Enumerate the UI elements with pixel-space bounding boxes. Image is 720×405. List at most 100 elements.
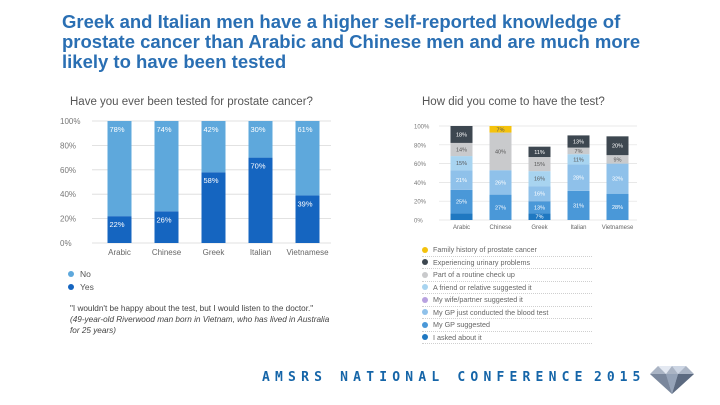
data-label: 16% (534, 192, 545, 198)
y-tick-label: 20% (414, 200, 427, 206)
bar-i-asked-about-it-greek (528, 213, 551, 220)
legend-label: Family history of prostate cancer (433, 245, 537, 255)
x-tick-label: Chinese (489, 225, 512, 231)
data-label: 20% (612, 144, 623, 150)
legend-label-yes: Yes (80, 281, 94, 292)
bar-my-gp-just-conducted-the-blood-test-greek (528, 186, 551, 202)
bar-part-of-a-routine-check-up-vietnamese (606, 155, 629, 164)
data-label: 11% (534, 150, 545, 156)
x-tick-label: Greek (203, 248, 226, 257)
legend-item-part-of-a-routine-check-up: Part of a routine check up (422, 269, 592, 282)
x-tick-label: Arabic (108, 248, 131, 257)
data-label: 26% (157, 215, 172, 224)
bar-experiencing-urinary-problems-greek (528, 146, 551, 158)
bar-my-gp-just-conducted-the-blood-test-vietnamese (606, 163, 629, 194)
bar-my-gp-suggested-it-chinese (489, 194, 512, 220)
legend-swatch (422, 296, 428, 303)
bar-experiencing-urinary-problems-arabic (450, 126, 473, 143)
bar-yes-arabic (107, 216, 132, 243)
bar-no-italian (248, 121, 273, 158)
legend-item-no: No (68, 267, 94, 280)
chart-2-legend: Family history of prostate cancer Experie… (422, 244, 592, 344)
legend-label: Experiencing urinary problems (433, 257, 531, 267)
legend-label: A friend or relative suggested it (433, 282, 532, 292)
data-label: 25% (456, 200, 467, 206)
data-label: 30% (251, 125, 266, 134)
data-label: 18% (456, 132, 467, 138)
x-tick-label: Vietnamese (286, 248, 329, 257)
y-tick-label: 100% (414, 125, 430, 131)
legend-label: My GP just conducted the blood test (433, 307, 549, 317)
legend-swatch (422, 259, 428, 266)
bar-yes-vietnamese (295, 195, 320, 243)
reason-chart: 0% 20% 40% 60% 80% 100% 25% 21% 15% 14% 18% Arabic 2… (414, 125, 637, 231)
bar-my-gp-suggested-it-italian (567, 190, 590, 220)
bar-my-gp-just-conducted-the-blood-test-chinese (489, 170, 512, 195)
y-tick-label: 60% (60, 166, 76, 175)
bar-no-chinese (154, 121, 179, 212)
legend-label: My GP suggested (433, 320, 490, 330)
bar-my-gp-just-conducted-the-blood-test-italian (567, 164, 590, 191)
x-tick-label: Vietnamese (602, 225, 634, 231)
data-label: 78% (110, 125, 125, 134)
legend-item-my-gp-suggested: My GP suggested (422, 319, 592, 332)
legend-swatch (422, 334, 428, 341)
bar-my-gp-suggested-it-arabic (450, 189, 473, 214)
y-tick-label: 80% (60, 141, 76, 150)
bar-no-greek (201, 121, 226, 173)
data-label: 26% (495, 180, 506, 186)
legend-swatch (422, 284, 428, 291)
y-tick-label: 60% (414, 162, 427, 168)
y-tick-label: 100% (60, 117, 80, 126)
interview-quote: "I wouldn't be happy about the test, but… (70, 303, 340, 336)
bar-my-gp-just-conducted-the-blood-test-arabic (450, 170, 473, 190)
data-label: 14% (456, 148, 467, 154)
page-title: Greek and Italian men have a higher self… (62, 11, 641, 72)
legend-label-no: No (80, 268, 91, 279)
conference-year: 2015 (594, 370, 646, 385)
legend-swatch (422, 246, 428, 253)
x-tick-label: Arabic (453, 225, 470, 231)
data-label: 13% (573, 140, 584, 146)
data-label: 74% (157, 125, 172, 134)
bar-part-of-a-routine-check-up-italian (567, 147, 590, 155)
chart-1-title: Have you ever been tested for prostate c… (70, 96, 313, 108)
legend-item-i-asked-about-it: I asked about it (422, 332, 592, 344)
bar-a-friend-or-relative-suggested-it-italian (567, 154, 590, 165)
bar-part-of-a-routine-check-up-arabic (450, 142, 473, 157)
legend-swatch (422, 309, 428, 316)
quote-text: "I wouldn't be happy about the test, but… (70, 304, 314, 313)
data-label: 27% (495, 205, 506, 211)
legend-swatch-yes (68, 283, 74, 290)
bar-yes-greek (201, 172, 226, 243)
bar-i-asked-about-it-arabic (450, 213, 473, 220)
bar-my-gp-suggested-it-vietnamese (606, 193, 629, 220)
y-tick-label: 0% (414, 219, 423, 225)
chart-1-legend: No Yes (68, 267, 94, 293)
x-tick-label: Chinese (152, 248, 182, 257)
x-tick-label: Greek (531, 225, 548, 231)
bar-part-of-a-routine-check-up-greek (528, 157, 551, 172)
data-label: 15% (534, 162, 545, 168)
bar-no-arabic (107, 121, 132, 217)
bar-part-of-a-routine-check-up-chinese (489, 132, 512, 171)
data-label: 7% (497, 127, 505, 133)
data-label: 11% (573, 157, 584, 163)
data-label: 28% (573, 176, 584, 182)
data-label: 15% (456, 161, 467, 167)
bar-experiencing-urinary-problems-italian (567, 135, 590, 148)
bar-family-history-of-prostate-cancer-chinese (489, 126, 512, 133)
bar-no-vietnamese (295, 121, 320, 196)
data-label: 16% (534, 177, 545, 183)
bar-experiencing-urinary-problems-vietnamese (606, 136, 629, 156)
y-tick-label: 20% (60, 215, 76, 224)
tested-chart: 0% 20% 40% 60% 80% 100% 22% 78% Arabic 26% 74% Chin… (60, 117, 331, 257)
x-tick-label: Italian (250, 248, 271, 257)
data-label: 21% (456, 178, 467, 184)
data-label: 7% (536, 215, 544, 221)
x-tick-label: Italian (570, 225, 586, 231)
data-label: 22% (110, 220, 125, 229)
legend-swatch (422, 271, 428, 278)
legend-swatch-no (68, 270, 74, 277)
diamond-logo (650, 366, 694, 394)
